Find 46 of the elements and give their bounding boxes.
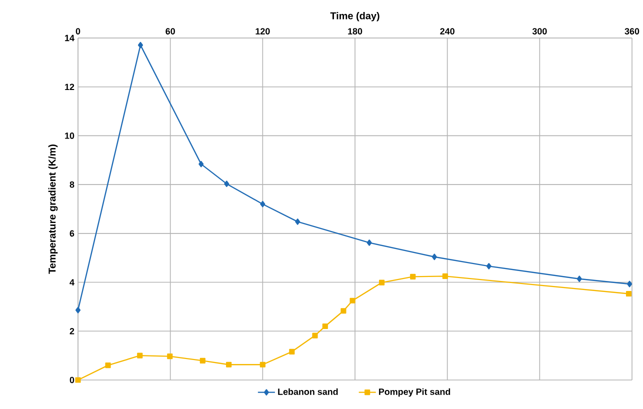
point — [442, 273, 448, 279]
point — [75, 306, 81, 314]
y-tick-label: 6 — [70, 230, 74, 237]
y-axis-title: Temperature gradient (K/m) — [48, 144, 58, 274]
point — [626, 290, 632, 297]
point — [486, 262, 492, 270]
point — [627, 280, 632, 288]
x-tick-label: 0 — [76, 28, 80, 34]
point — [340, 308, 346, 314]
x-tick-label: 120 — [256, 28, 270, 34]
point — [410, 274, 416, 280]
point — [350, 298, 356, 304]
y-tick-label: 2 — [70, 328, 74, 334]
y-tick-label: 10 — [65, 132, 74, 139]
point — [260, 200, 266, 208]
legend-label: Lebanon sand — [278, 388, 338, 395]
point — [137, 352, 143, 358]
point — [167, 354, 173, 360]
y-tick-label: 14 — [65, 34, 74, 42]
point — [322, 323, 328, 330]
point — [260, 362, 266, 368]
y-tick-label: 4 — [70, 279, 74, 286]
point — [200, 358, 206, 364]
point — [105, 362, 111, 368]
x-tick-label: 240 — [440, 28, 454, 34]
point — [289, 348, 295, 354]
x-tick-label: 300 — [532, 28, 547, 34]
point — [138, 42, 144, 48]
x-tick-label: 180 — [348, 28, 362, 34]
point — [226, 362, 232, 368]
y-tick-label: 12 — [65, 84, 74, 90]
point — [75, 377, 81, 383]
x-tick-label: 60 — [166, 28, 175, 34]
point — [576, 276, 582, 282]
x-tick-label: 360 — [624, 28, 640, 34]
y-tick-label: 0 — [70, 376, 74, 384]
point — [312, 332, 318, 338]
point — [432, 254, 437, 260]
x-axis-title: Time (day) — [330, 12, 380, 22]
y-tick-label: 8 — [70, 181, 74, 188]
legend-label: Pompey Pit sand — [379, 388, 450, 397]
point — [378, 280, 385, 286]
point — [366, 240, 372, 246]
point — [295, 218, 300, 225]
point — [224, 180, 230, 188]
point — [198, 160, 204, 168]
